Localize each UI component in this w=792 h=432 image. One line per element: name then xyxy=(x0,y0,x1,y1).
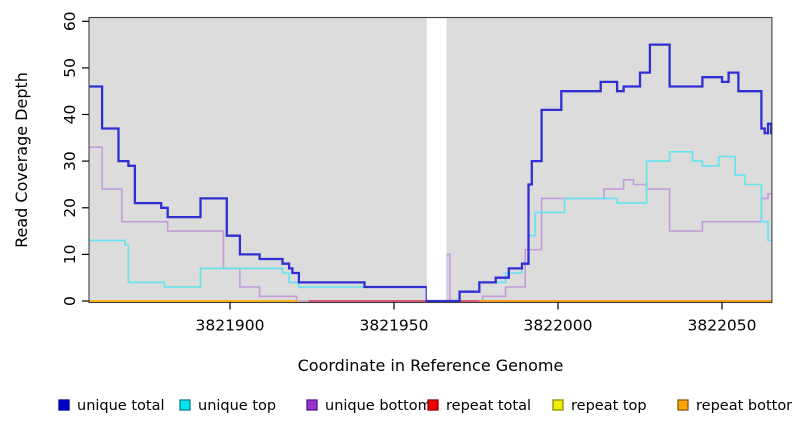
legend-swatch-unique-total xyxy=(58,399,70,411)
series-line-unique-bottom xyxy=(89,146,772,302)
y-tick-label: 30 xyxy=(61,151,79,171)
legend-label-unique-total: unique total xyxy=(77,398,165,414)
y-axis-title: Read Coverage Depth xyxy=(12,72,31,248)
x-axis-title: Coordinate in Reference Genome xyxy=(298,356,564,375)
series-line-unique-total xyxy=(89,43,773,303)
legend-swatch-unique-top xyxy=(179,399,191,411)
y-tick-label: 60 xyxy=(61,11,79,31)
legend-label-repeat-top: repeat top xyxy=(571,398,647,414)
plot-box-border xyxy=(88,16,773,304)
legend-swatch-repeat-top xyxy=(552,399,564,411)
legend-label-repeat-bottom: repeat bottom xyxy=(696,398,792,414)
legend-swatch-repeat-total xyxy=(427,399,439,411)
legend-swatch-unique-bottom xyxy=(306,399,318,411)
legend-label-unique-top: unique top xyxy=(198,398,276,414)
legend-label-unique-bottom: unique bottom xyxy=(325,398,432,414)
masked-region-band xyxy=(426,18,447,300)
y-tick-label: 20 xyxy=(61,198,79,218)
y-tick-label: 10 xyxy=(61,245,79,265)
x-tick-label: 3822050 xyxy=(687,317,756,335)
x-tick-label: 3821950 xyxy=(359,317,428,335)
x-tick-label: 3821900 xyxy=(195,317,264,335)
y-tick-label: 40 xyxy=(61,105,79,125)
legend-label-repeat-total: repeat total xyxy=(446,398,531,414)
legend-swatch-repeat-bottom xyxy=(677,399,689,411)
x-tick-label: 3822000 xyxy=(523,317,592,335)
y-tick-label: 0 xyxy=(61,296,79,306)
y-tick-label: 50 xyxy=(61,58,79,78)
